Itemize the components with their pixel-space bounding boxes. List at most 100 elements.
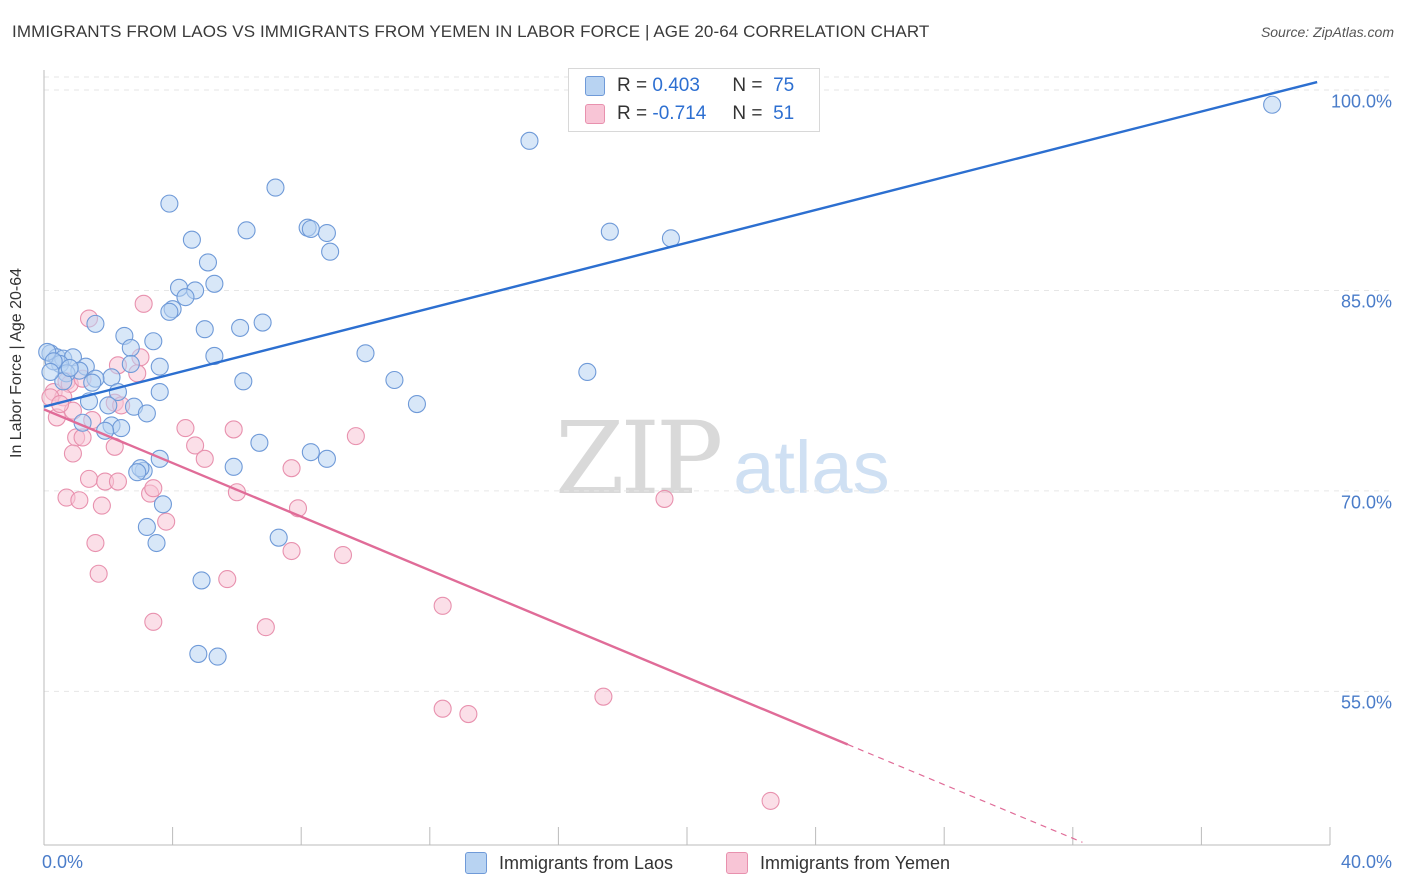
legend-n-value-yemen: 51 xyxy=(773,103,795,124)
laos-point xyxy=(189,644,208,663)
yemen-point xyxy=(79,469,99,488)
yemen-point xyxy=(333,545,353,565)
watermark-zip: ZIP xyxy=(555,400,723,517)
laos-point xyxy=(224,457,243,476)
yemen-legend-label: Immigrants from Yemen xyxy=(760,852,951,873)
y-tick-label: 55.0% xyxy=(1340,692,1392,713)
yemen-point xyxy=(594,687,613,706)
laos-point xyxy=(198,253,218,272)
legend-r-label: R = xyxy=(617,103,648,124)
watermark: ZIP atlas xyxy=(555,400,890,517)
laos-point xyxy=(86,314,105,333)
laos-point xyxy=(121,354,140,374)
laos-point xyxy=(520,131,539,150)
legend-item-laos: Immigrants from Laos xyxy=(465,852,673,874)
y-tick-label: 85.0% xyxy=(1340,291,1392,312)
laos-point xyxy=(99,396,118,415)
laos-point xyxy=(192,571,211,590)
laos-point xyxy=(121,338,140,357)
laos-point xyxy=(137,517,156,537)
laos-point xyxy=(128,463,147,482)
legend-row-yemen: R = -0.714 N = 51 xyxy=(585,102,794,126)
y-tick-label: 100.0% xyxy=(1330,91,1392,112)
laos-point xyxy=(60,358,79,378)
legend-n-label: N = xyxy=(732,103,763,124)
legend-n-value-laos: 75 xyxy=(773,75,795,96)
yemen-point xyxy=(86,533,105,553)
legend-r-label: R = xyxy=(617,75,648,96)
laos-point xyxy=(321,242,340,261)
yemen-point xyxy=(157,512,176,531)
legend-item-yemen: Immigrants from Yemen xyxy=(726,852,950,874)
laos-point xyxy=(356,344,375,363)
laos-point xyxy=(234,372,253,391)
laos-legend-label: Immigrants from Laos xyxy=(499,852,674,873)
source-label: Source: ZipAtlas.com xyxy=(1260,24,1394,40)
chart-title: IMMIGRANTS FROM LAOS VS IMMIGRANTS FROM … xyxy=(12,22,930,41)
laos-point xyxy=(147,533,166,553)
axes xyxy=(43,70,1331,846)
y-tick-label: 70.0% xyxy=(1340,492,1392,513)
laos-point xyxy=(160,194,179,213)
laos-point xyxy=(137,404,156,423)
legend-r-value-yemen: -0.714 xyxy=(652,103,707,124)
laos-point xyxy=(176,288,195,307)
yemen-point xyxy=(256,618,275,637)
laos-point xyxy=(301,443,320,462)
yemen-point xyxy=(282,459,301,478)
legend-r-value-laos: 0.403 xyxy=(652,75,700,96)
laos-point xyxy=(41,362,60,382)
yemen-point xyxy=(134,294,153,313)
yemen-swatch xyxy=(585,104,605,124)
laos-point xyxy=(407,395,426,414)
y-axis-label: In Labor Force | Age 20-64 xyxy=(8,267,25,458)
laos-trend-line xyxy=(43,80,1318,408)
laos-point xyxy=(1263,95,1282,114)
yemen-point xyxy=(108,472,127,491)
yemen-point xyxy=(70,491,89,510)
laos-point xyxy=(83,373,102,392)
laos-point xyxy=(208,647,227,666)
watermark-atlas: atlas xyxy=(733,426,890,509)
yemen-legend-swatch xyxy=(726,852,748,874)
legend-row-laos: R = 0.403 N = 75 xyxy=(585,74,794,98)
laos-point xyxy=(317,223,336,243)
yemen-point xyxy=(195,449,214,468)
laos-point xyxy=(317,449,336,468)
laos-point xyxy=(182,230,201,249)
yemen-point xyxy=(224,420,243,439)
laos-point xyxy=(205,274,224,293)
yemen-point xyxy=(92,496,111,515)
stats-legend: R = 0.403 N = 75 R = -0.714 N = 51 xyxy=(568,68,820,132)
yemen-point xyxy=(282,541,301,561)
laos-point xyxy=(250,433,269,452)
laos-point xyxy=(237,221,256,240)
laos-point xyxy=(112,419,131,438)
laos-point xyxy=(301,219,320,239)
yemen-point xyxy=(89,564,108,583)
yemen-point xyxy=(186,436,205,455)
yemen-point xyxy=(63,444,82,463)
laos-point xyxy=(385,370,404,390)
laos-point xyxy=(578,362,597,382)
yemen-point xyxy=(144,479,163,498)
yemen-trend-line xyxy=(43,408,849,746)
yemen-point xyxy=(655,489,674,508)
laos-point xyxy=(600,222,619,241)
yemen-point xyxy=(346,427,365,446)
yemen-points xyxy=(41,294,780,810)
yemen-point xyxy=(459,705,478,724)
laos-swatch xyxy=(585,76,605,96)
laos-points xyxy=(38,95,1282,666)
yemen-point xyxy=(433,596,452,615)
yemen-point xyxy=(176,419,195,438)
trend-lines xyxy=(43,80,1318,843)
laos-point xyxy=(269,528,288,547)
yemen-point xyxy=(761,791,780,810)
yemen-point xyxy=(433,699,452,718)
yemen-trend-extension xyxy=(847,743,1083,843)
laos-point xyxy=(144,332,163,351)
legend-n-label: N = xyxy=(732,75,763,96)
x-tick-max: 40.0% xyxy=(1340,852,1392,872)
